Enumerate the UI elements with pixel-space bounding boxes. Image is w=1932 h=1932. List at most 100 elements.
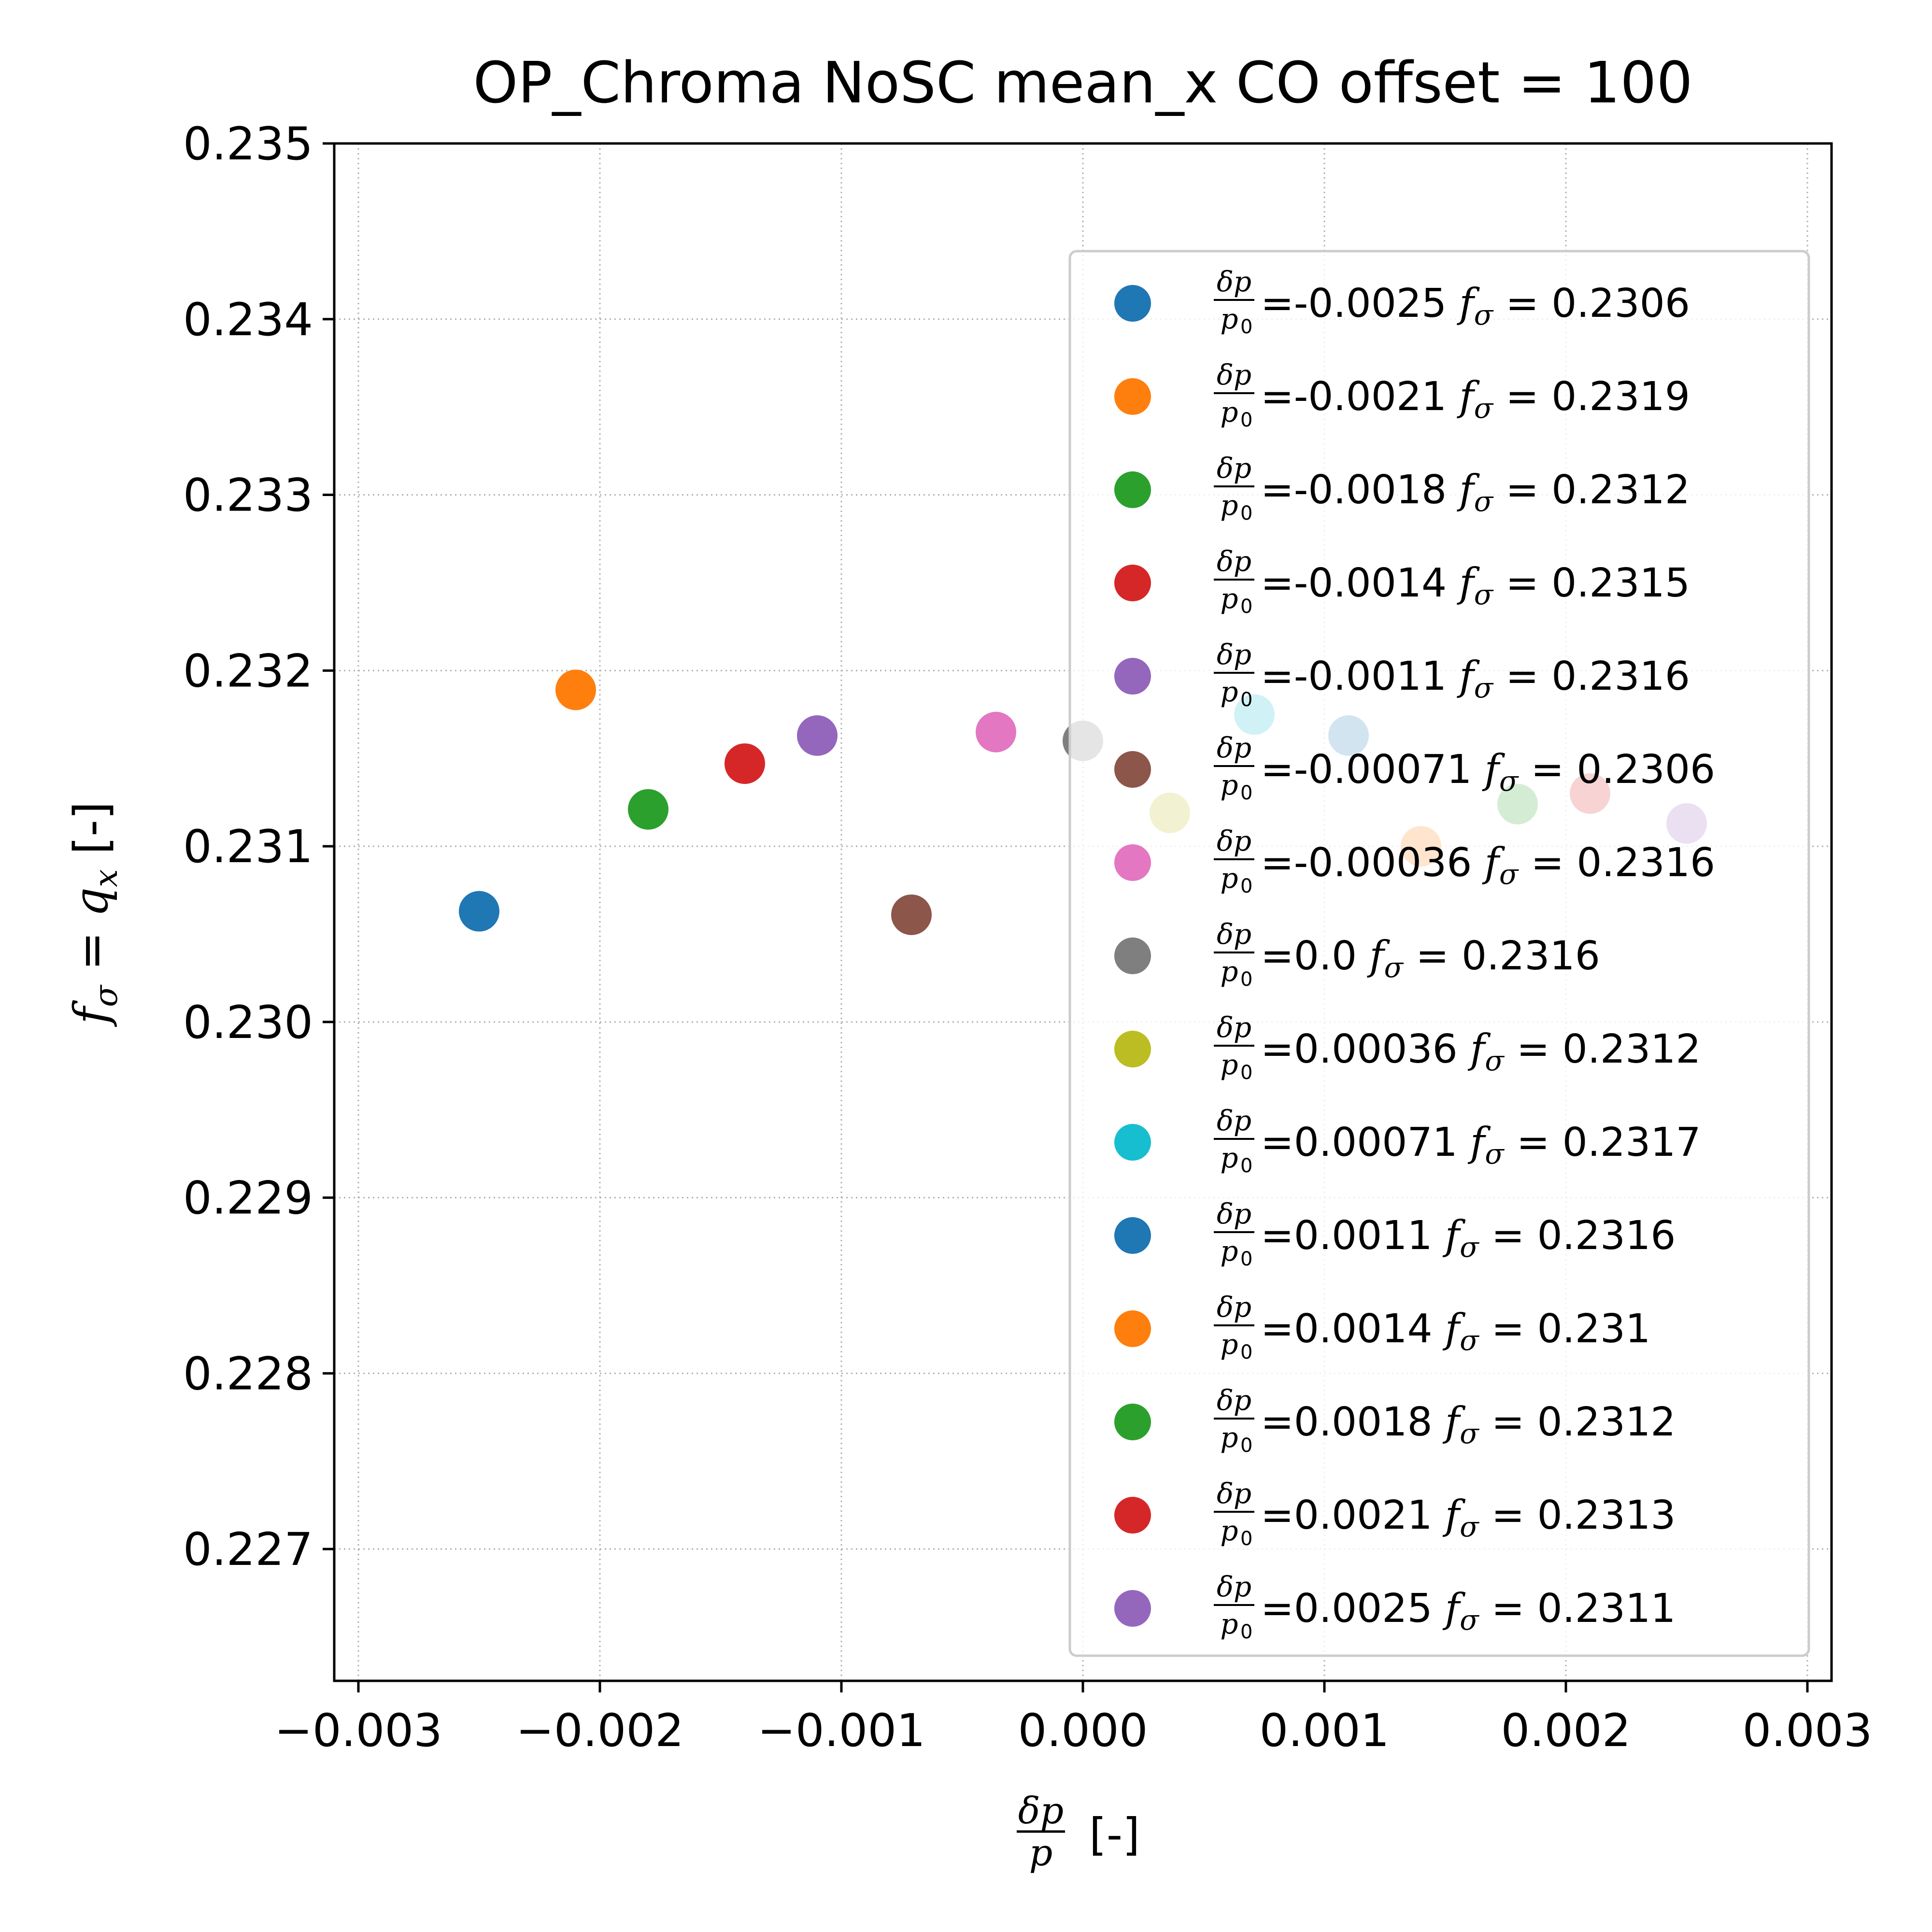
legend-marker (1114, 1310, 1151, 1347)
legend-label: =-0.0018 fσ = 0.2312 (1261, 467, 1690, 518)
legend-label: =0.0014 fσ = 0.231 (1261, 1306, 1650, 1357)
legend-entry: δp p 0 =0.00036 fσ = 0.2312 (1114, 1011, 1701, 1084)
legend-entry: δp p 0 =0.0014 fσ = 0.231 (1114, 1291, 1650, 1364)
legend-frac-denominator-sub: 0 (1240, 1341, 1252, 1364)
legend-frac-denominator: p (1220, 768, 1238, 801)
legend-frac-denominator: p (1220, 1421, 1238, 1454)
y-tick-label: 0.229 (183, 1172, 313, 1225)
legend-entry: δp p 0 =0.0021 fσ = 0.2313 (1114, 1477, 1676, 1550)
data-point (628, 789, 668, 830)
y-tick-label: 0.232 (183, 645, 313, 697)
y-tick-label: 0.233 (183, 469, 313, 522)
legend-label: =0.0011 fσ = 0.2316 (1261, 1213, 1676, 1264)
legend-frac-denominator-sub: 0 (1240, 968, 1252, 991)
legend-frac-denominator-sub: 0 (1240, 689, 1252, 711)
x-tick-label: −0.002 (516, 1705, 684, 1757)
data-point (797, 715, 838, 756)
legend-frac-denominator: p (1220, 489, 1238, 522)
data-point (555, 669, 596, 710)
legend-frac-denominator-sub: 0 (1240, 596, 1252, 618)
legend-entry: δp p 0 =-0.0011 fσ = 0.2316 (1114, 638, 1690, 711)
legend-frac-numerator: δp (1217, 1104, 1251, 1137)
legend-frac-denominator: p (1220, 862, 1238, 895)
legend-frac-denominator: p (1220, 1048, 1238, 1081)
legend-box (1068, 250, 1810, 1657)
legend-label: =0.0021 fσ = 0.2313 (1261, 1492, 1676, 1543)
legend-frac-denominator-sub: 0 (1240, 1435, 1252, 1457)
legend-frac-denominator: p (1220, 1514, 1238, 1547)
legend-frac-numerator: δp (1217, 452, 1251, 484)
legend-marker (1114, 378, 1151, 415)
legend-frac-numerator: δp (1217, 731, 1251, 764)
legend-frac-numerator: δp (1217, 1291, 1251, 1323)
legend-label: =-0.0014 fσ = 0.2315 (1261, 560, 1690, 611)
y-tick-label: 0.231 (183, 821, 313, 873)
legend-frac-numerator: δp (1217, 1384, 1251, 1417)
legend-frac-numerator: δp (1217, 1197, 1251, 1230)
legend-frac-denominator: p (1220, 302, 1238, 335)
legend-frac-denominator: p (1220, 675, 1238, 708)
legend-entry: δp p 0 =0.0018 fσ = 0.2312 (1114, 1384, 1676, 1457)
legend-entry: δpp 0=-0.0021 fσ = 0.2319 (1114, 358, 1690, 431)
legend-frac-denominator: p (1220, 396, 1238, 428)
legend-frac-denominator-sub: 0 (1240, 875, 1252, 897)
y-label-equals: = (64, 917, 118, 985)
legend-frac-denominator: p (1220, 582, 1238, 615)
legend-frac-denominator: p (1220, 1141, 1238, 1174)
legend-label: =0.00071 fσ = 0.2317 (1261, 1120, 1701, 1170)
legend-label: =-0.0025 fσ = 0.2306 (1261, 281, 1690, 331)
legend-marker (1114, 1031, 1151, 1067)
legend-entry: δp p 0 =0.00071 fσ = 0.2317 (1114, 1104, 1701, 1177)
legend-frac-numerator: δp (1217, 918, 1251, 951)
legend-entry: δp p 0 =-0.00071 fσ = 0.2306 (1114, 731, 1715, 804)
legend-frac-denominator-sub: 0 (1240, 1621, 1252, 1643)
y-axis-label: fσ = qx [-] (64, 802, 125, 1027)
legend-marker (1114, 471, 1151, 508)
legend-frac-numerator: δp (1217, 638, 1251, 671)
legend-frac-denominator: p (1220, 1235, 1238, 1267)
chart-title: OP_Chroma NoSC mean_x CO offset = 100 (473, 49, 1692, 116)
x-label-denominator: p (1029, 1831, 1053, 1874)
x-tick-label: −0.001 (757, 1705, 925, 1757)
data-point (459, 891, 499, 932)
x-axis-ticks: −0.003 −0.002 −0.001 0.000 0.001 0.002 0.003 (274, 1681, 1873, 1757)
data-point (891, 894, 932, 935)
legend-label: =0.0 fσ = 0.2316 (1261, 933, 1600, 984)
x-tick-label: 0.001 (1259, 1705, 1389, 1757)
y-tick-label: 0.227 (183, 1523, 313, 1576)
legend-marker (1114, 1497, 1151, 1534)
legend-marker (1114, 938, 1151, 974)
y-tick-label: 0.228 (183, 1348, 313, 1400)
y-label-f-sub: σ (87, 984, 125, 1007)
data-point (976, 711, 1016, 753)
legend-frac-denominator: p (1220, 955, 1238, 988)
legend-marker (1114, 658, 1151, 695)
legend-frac-denominator-sub: 0 (1240, 409, 1252, 431)
legend-marker (1114, 285, 1151, 322)
x-tick-label: −0.003 (274, 1705, 442, 1757)
legend-frac-denominator: p (1220, 1328, 1238, 1361)
x-axis-label: δp p [-] (1017, 1789, 1140, 1874)
legend-marker (1114, 1124, 1151, 1161)
legend-marker (1114, 751, 1151, 788)
legend-frac-numerator: δp (1217, 265, 1251, 298)
legend-frac-denominator-sub: 0 (1240, 1528, 1252, 1550)
legend-label: =0.00036 fσ = 0.2312 (1261, 1026, 1701, 1077)
legend-frac-numerator: δp (1217, 545, 1251, 578)
legend-marker (1114, 1404, 1151, 1440)
legend-marker (1114, 844, 1151, 881)
legend-label: =-0.0011 fσ = 0.2316 (1261, 653, 1690, 704)
legend-marker (1114, 1217, 1151, 1254)
x-label-numerator: δp (1018, 1789, 1064, 1832)
legend-marker (1114, 565, 1151, 601)
x-tick-label: 0.000 (1018, 1705, 1148, 1757)
x-tick-label: 0.003 (1742, 1705, 1872, 1757)
legend-entry: δp p 0 =0.0 fσ = 0.2316 (1114, 918, 1600, 991)
legend-label: =-0.00036 fσ = 0.2316 (1261, 840, 1715, 891)
legend-frac-denominator-sub: 0 (1240, 1248, 1252, 1270)
x-tick-label: 0.002 (1501, 1705, 1631, 1757)
y-label-q: q (64, 887, 118, 917)
legend-entry: δp p 0 =-0.0025 fσ = 0.2306 (1114, 265, 1690, 338)
legend-entry: δp p 0 =0.0011 fσ = 0.2316 (1114, 1197, 1676, 1270)
